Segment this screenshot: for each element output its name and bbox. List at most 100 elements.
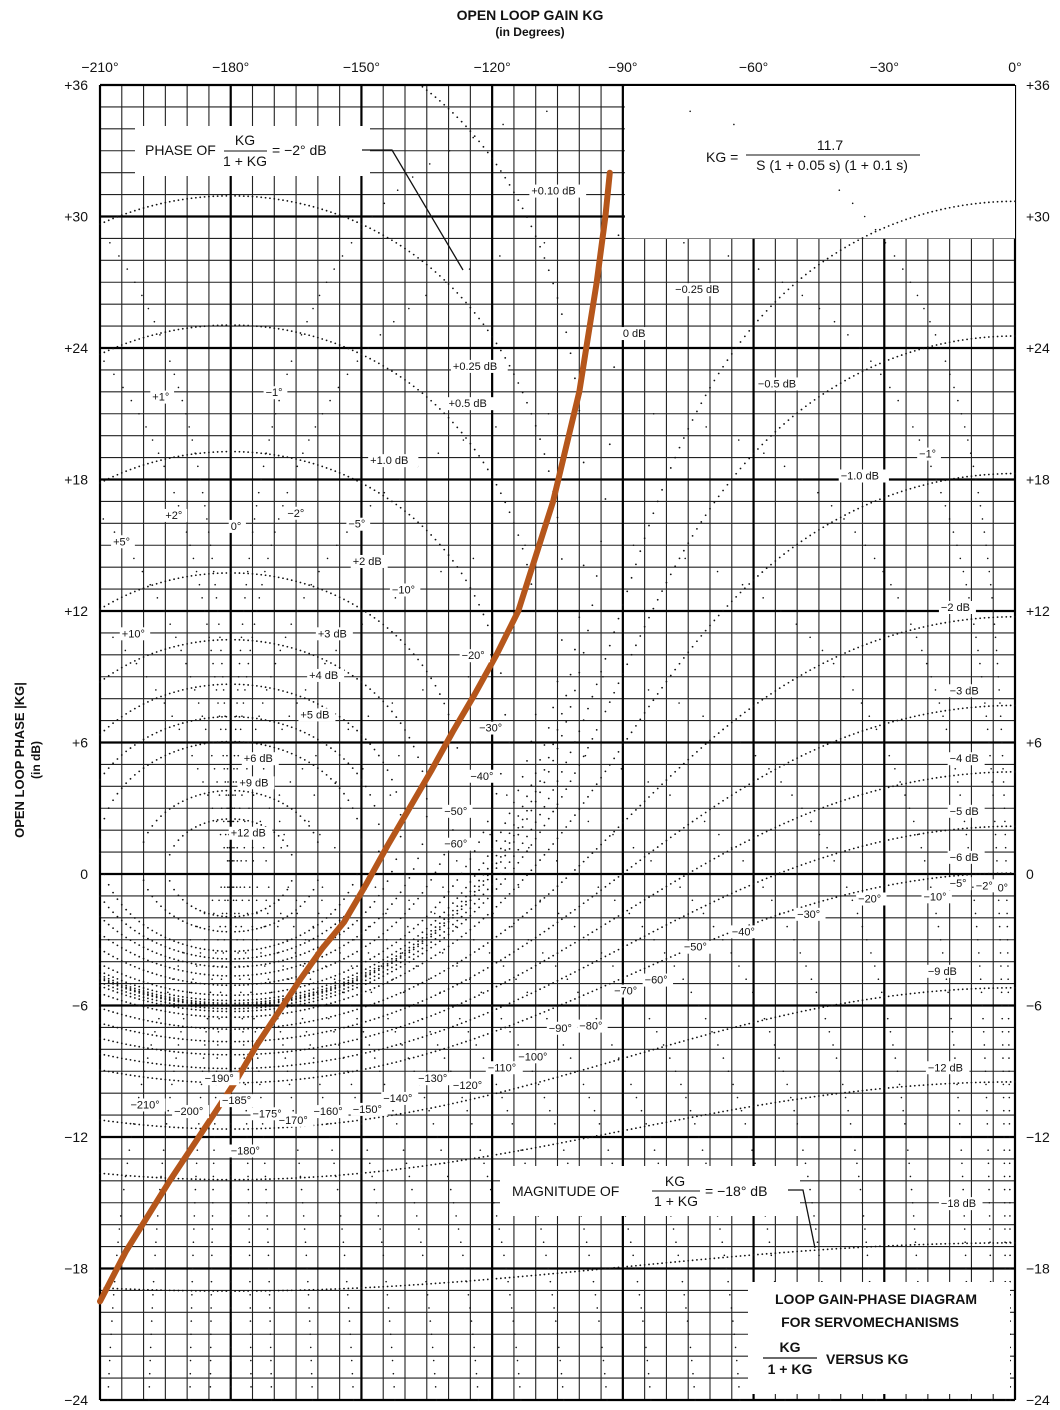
magnitude-contour-point — [643, 537, 646, 540]
magnitude-contour-point — [251, 324, 254, 327]
magnitude-contour-point — [299, 729, 302, 732]
magnitude-contour-point — [194, 1289, 197, 1292]
magnitude-contour-point — [709, 1113, 711, 1115]
magnitude-contour-point — [678, 952, 681, 955]
magnitude-contour-point — [560, 313, 563, 316]
magnitude-contour-point — [473, 885, 476, 888]
magnitude-contour-point — [325, 1045, 328, 1047]
magnitude-contour-point — [430, 1033, 433, 1036]
magnitude-contour-point — [412, 253, 415, 256]
phase-contour-point — [904, 794, 906, 796]
magnitude-contour-point — [399, 506, 402, 509]
phase-contour-point — [768, 1241, 771, 1243]
magnitude-contour-point — [286, 200, 289, 202]
phase-contour-point — [981, 518, 984, 520]
phase-contour-point — [1002, 1096, 1005, 1099]
magnitude-contour-point — [177, 969, 180, 971]
magnitude-contour-point — [177, 455, 180, 458]
magnitude-contour-point — [173, 844, 175, 847]
magnitude-contour-point — [778, 824, 781, 827]
magnitude-contour-point — [299, 934, 302, 937]
magnitude-contour-point — [251, 1067, 254, 1070]
magnitude-contour-point — [99, 915, 101, 918]
magnitude-contour-point — [626, 869, 629, 872]
magnitude-contour-point — [465, 979, 467, 981]
magnitude-contour-point — [425, 1016, 428, 1019]
magnitude-contour-point — [526, 563, 528, 566]
magnitude-contour-point — [909, 351, 912, 354]
magnitude-contour-point — [273, 1038, 276, 1041]
magnitude-contour-point — [234, 958, 236, 960]
phase-contour-point — [356, 360, 359, 362]
magnitude-contour-point — [748, 1106, 751, 1108]
magnitude-contour-point — [334, 994, 337, 997]
phase-contour-point — [399, 478, 401, 481]
magnitude-contour-point — [408, 1284, 411, 1287]
magnitude-contour-point — [290, 966, 293, 969]
magnitude-contour-point — [186, 1052, 189, 1054]
magnitude-contour-point — [822, 1248, 825, 1251]
magnitude-contour-point — [190, 1289, 193, 1292]
magnitude-contour-point — [922, 878, 925, 881]
magnitude-contour-point — [399, 639, 402, 641]
magnitude-contour-point — [251, 451, 254, 454]
magnitude-contour-point — [116, 971, 119, 974]
magnitude-contour-point — [447, 1007, 450, 1010]
magnitude-contour-point — [796, 1250, 799, 1253]
magnitude-contour-point — [247, 1040, 250, 1043]
magnitude-contour-point — [312, 994, 315, 997]
magnitude-contour-point — [107, 219, 110, 222]
magnitude-contour-point — [321, 1288, 324, 1291]
magnitude-contour-point — [717, 614, 720, 617]
magnitude-contour-point — [709, 507, 711, 510]
magnitude-contour-point — [168, 1036, 171, 1039]
magnitude-contour-point — [399, 891, 402, 894]
magnitude-contour-point — [338, 1072, 341, 1075]
magnitude-contour-point — [569, 673, 572, 676]
phase-contour-point — [899, 781, 901, 783]
magnitude-contour-point — [709, 1032, 711, 1035]
magnitude-contour-point — [974, 474, 977, 477]
magnitude-contour-point — [325, 744, 328, 746]
magnitude-contour-point — [269, 997, 271, 999]
magnitude-contour-point — [918, 714, 921, 717]
magnitude-contour-point — [295, 727, 297, 730]
magnitude-contour-point — [116, 988, 119, 990]
magnitude-contour-point — [338, 993, 341, 995]
magnitude-contour-point — [107, 725, 110, 728]
magnitude-contour-point — [896, 784, 899, 787]
magnitude-contour-point — [730, 478, 733, 481]
magnitude-contour-point — [678, 830, 681, 832]
phase-contour-point — [678, 702, 680, 704]
magnitude-contour-point — [896, 632, 899, 635]
magnitude-contour-point — [364, 1118, 367, 1121]
phase-contour-point — [539, 899, 542, 902]
phase-contour-point — [795, 623, 798, 625]
magnitude-contour-point — [473, 595, 476, 597]
magnitude-contour-point — [242, 914, 245, 917]
magnitude-contour-point — [617, 978, 620, 981]
magnitude-contour-point — [530, 809, 533, 812]
magnitude-contour-point — [138, 657, 141, 660]
phase-contour-point — [1009, 1188, 1011, 1191]
phase-contour-point — [362, 768, 364, 770]
magnitude-contour-point — [456, 1280, 459, 1283]
magnitude-contour-point — [944, 1242, 947, 1245]
magnitude-contour-point — [216, 819, 219, 821]
magnitude-contour-point — [234, 715, 236, 718]
magnitude-contour-point — [120, 1057, 123, 1060]
magnitude-contour-point — [1001, 987, 1003, 989]
magnitude-contour-point — [125, 1028, 128, 1031]
magnitude-contour-point — [377, 231, 380, 234]
magnitude-contour-point — [338, 919, 341, 922]
magnitude-contour-point — [234, 1067, 236, 1070]
magnitude-contour-point — [1005, 1241, 1008, 1244]
magnitude-contour-point — [160, 649, 162, 652]
magnitude-contour-point — [330, 926, 332, 929]
magnitude-contour-point — [229, 1002, 232, 1005]
phase-contour-point — [841, 1083, 844, 1086]
magnitude-contour-point — [739, 1255, 742, 1257]
magnitude-contour-point — [987, 987, 990, 990]
magnitude-contour-point — [247, 790, 250, 793]
magnitude-contour-point — [430, 1164, 433, 1166]
